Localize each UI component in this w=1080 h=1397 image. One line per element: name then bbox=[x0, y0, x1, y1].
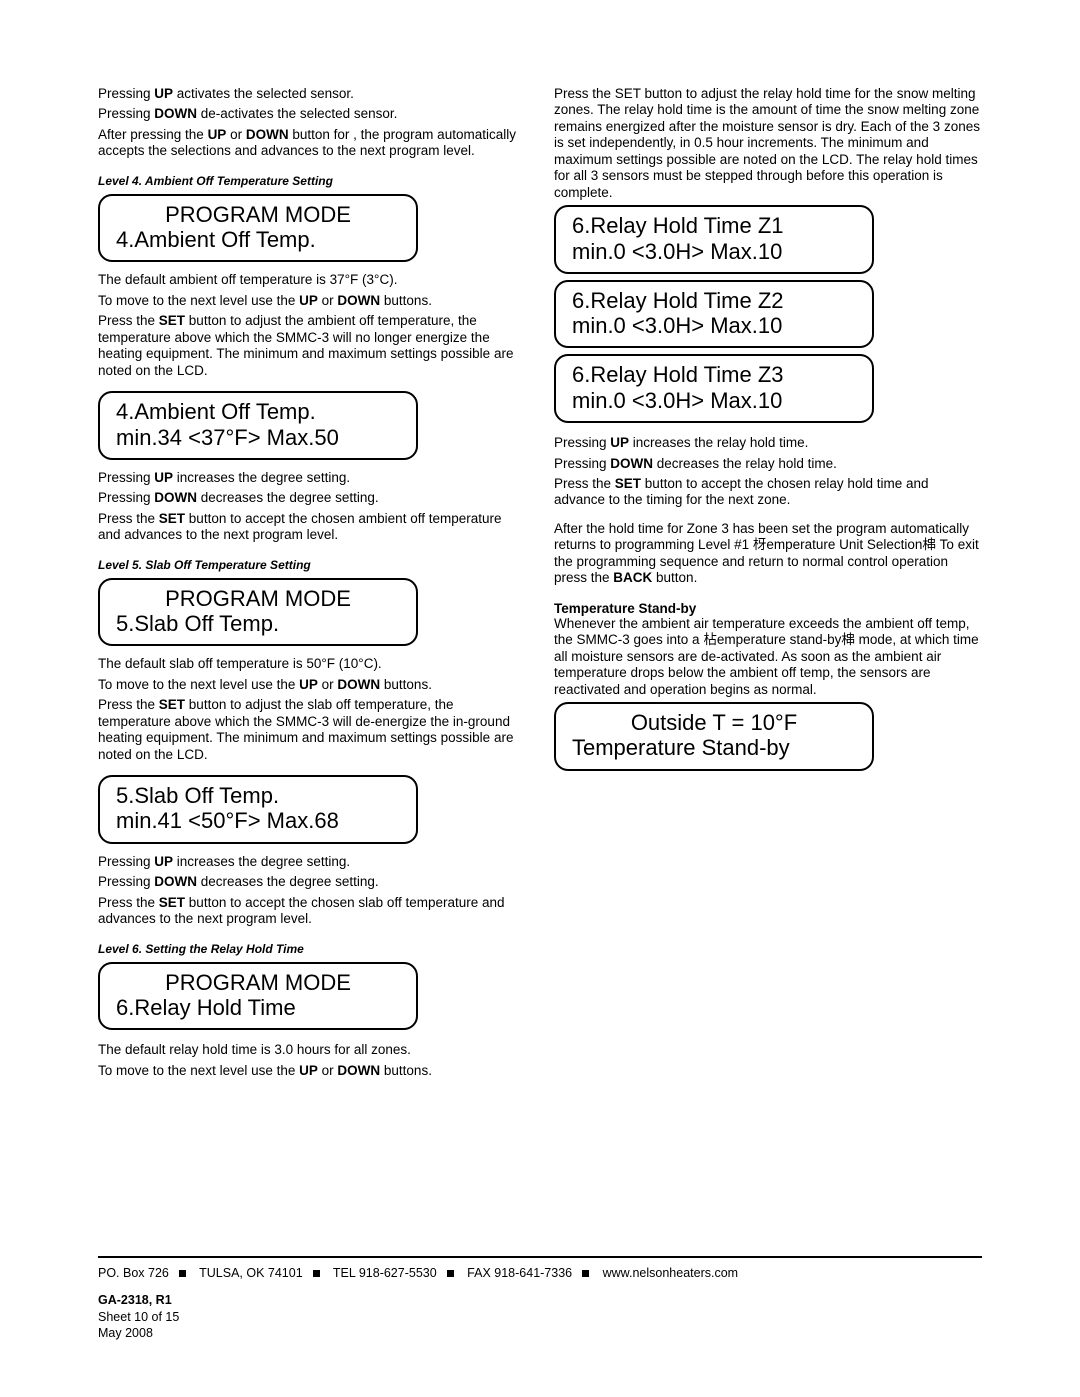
intro-line-2: Pressing DOWN de-activates the selected … bbox=[98, 106, 526, 122]
lcd-level4-mode: PROGRAM MODE 4.Ambient Off Temp. bbox=[98, 194, 418, 263]
lcd-line: PROGRAM MODE bbox=[116, 202, 400, 227]
standby-heading: Temperature Stand-by bbox=[554, 601, 982, 616]
lcd-line: min.0 <3.0H> Max.10 bbox=[572, 388, 856, 413]
standby-para: Whenever the ambient air temperature exc… bbox=[554, 616, 982, 698]
footer-address-4: www.nelsonheaters.com bbox=[603, 1266, 738, 1280]
footer-address-line: PO. Box 726 TULSA, OK 74101 TEL 918-627-… bbox=[98, 1266, 982, 1280]
lcd-standby: Outside T = 10°F Temperature Stand-by bbox=[554, 702, 874, 771]
lcd-level4-value: 4.Ambient Off Temp. min.34 <37°F> Max.50 bbox=[98, 391, 418, 460]
lcd-relay-z2: 6.Relay Hold Time Z2 min.0 <3.0H> Max.10 bbox=[554, 280, 874, 349]
lcd-line: 6.Relay Hold Time Z2 bbox=[572, 288, 856, 313]
intro-line-3: After pressing the UP or DOWN button for… bbox=[98, 127, 526, 160]
lcd-line: 5.Slab Off Temp. bbox=[116, 611, 400, 636]
lcd-line: 6.Relay Hold Time bbox=[116, 995, 400, 1020]
level5-para1-1: The default slab off temperature is 50°F… bbox=[98, 656, 526, 672]
level4-para2-2: Pressing DOWN decreases the degree setti… bbox=[98, 490, 526, 506]
footer-date: May 2008 bbox=[98, 1325, 982, 1341]
lcd-relay-z3: 6.Relay Hold Time Z3 min.0 <3.0H> Max.10 bbox=[554, 354, 874, 423]
footer-sheet: Sheet 10 of 15 bbox=[98, 1309, 982, 1325]
lcd-line: min.34 <37°F> Max.50 bbox=[116, 425, 400, 450]
lcd-line: 6.Relay Hold Time Z1 bbox=[572, 213, 856, 238]
level4-para1-2: To move to the next level use the UP or … bbox=[98, 293, 526, 309]
level4-para1-3: Press the SET button to adjust the ambie… bbox=[98, 313, 526, 379]
lcd-relay-z1: 6.Relay Hold Time Z1 min.0 <3.0H> Max.10 bbox=[554, 205, 874, 274]
level6-heading: Level 6. Setting the Relay Hold Time bbox=[98, 942, 526, 956]
intro-line-1: Pressing UP activates the selected senso… bbox=[98, 86, 526, 102]
level5-para1-2: To move to the next level use the UP or … bbox=[98, 677, 526, 693]
level6-para1-1: The default relay hold time is 3.0 hours… bbox=[98, 1042, 526, 1058]
relay-hold-lcd-stack: 6.Relay Hold Time Z1 min.0 <3.0H> Max.10… bbox=[554, 205, 982, 423]
level5-heading: Level 5. Slab Off Temperature Setting bbox=[98, 558, 526, 572]
lcd-line: PROGRAM MODE bbox=[116, 970, 400, 995]
right-para2-1: After the hold time for Zone 3 has been … bbox=[554, 521, 982, 587]
lcd-level5-mode: PROGRAM MODE 5.Slab Off Temp. bbox=[98, 578, 418, 647]
level5-para1-3: Press the SET button to adjust the slab … bbox=[98, 697, 526, 763]
lcd-line: 4.Ambient Off Temp. bbox=[116, 399, 400, 424]
lcd-line: PROGRAM MODE bbox=[116, 586, 400, 611]
level4-para2-3: Press the SET button to accept the chose… bbox=[98, 511, 526, 544]
level5-para2-1: Pressing UP increases the degree setting… bbox=[98, 854, 526, 870]
footer-doc-id: GA-2318, R1 bbox=[98, 1293, 172, 1307]
page-footer: PO. Box 726 TULSA, OK 74101 TEL 918-627-… bbox=[98, 1256, 982, 1341]
lcd-line: 6.Relay Hold Time Z3 bbox=[572, 362, 856, 387]
footer-address-3: FAX 918-641-7336 bbox=[467, 1266, 572, 1280]
two-column-layout: Pressing UP activates the selected senso… bbox=[98, 86, 982, 1083]
square-bullet-icon bbox=[179, 1270, 186, 1277]
lcd-level5-value: 5.Slab Off Temp. min.41 <50°F> Max.68 bbox=[98, 775, 418, 844]
right-intro: Press the SET button to adjust the relay… bbox=[554, 86, 982, 201]
footer-address-1: TULSA, OK 74101 bbox=[199, 1266, 303, 1280]
lcd-line: Outside T = 10°F bbox=[572, 710, 856, 735]
footer-doc-block: GA-2318, R1 Sheet 10 of 15 May 2008 bbox=[98, 1292, 982, 1341]
right-para1-3: Press the SET button to accept the chose… bbox=[554, 476, 982, 509]
footer-address-0: PO. Box 726 bbox=[98, 1266, 169, 1280]
lcd-level6-mode: PROGRAM MODE 6.Relay Hold Time bbox=[98, 962, 418, 1031]
footer-address-2: TEL 918-627-5530 bbox=[333, 1266, 437, 1280]
level4-para1-1: The default ambient off temperature is 3… bbox=[98, 272, 526, 288]
level5-para2-3: Press the SET button to accept the chose… bbox=[98, 895, 526, 928]
level4-para2-1: Pressing UP increases the degree setting… bbox=[98, 470, 526, 486]
left-column: Pressing UP activates the selected senso… bbox=[98, 86, 526, 1083]
lcd-line: 5.Slab Off Temp. bbox=[116, 783, 400, 808]
lcd-line: Temperature Stand-by bbox=[572, 735, 856, 760]
level5-para2-2: Pressing DOWN decreases the degree setti… bbox=[98, 874, 526, 890]
footer-rule bbox=[98, 1256, 982, 1258]
lcd-line: min.41 <50°F> Max.68 bbox=[116, 808, 400, 833]
square-bullet-icon bbox=[447, 1270, 454, 1277]
square-bullet-icon bbox=[313, 1270, 320, 1277]
lcd-line: min.0 <3.0H> Max.10 bbox=[572, 313, 856, 338]
lcd-line: 4.Ambient Off Temp. bbox=[116, 227, 400, 252]
right-column: Press the SET button to adjust the relay… bbox=[554, 86, 982, 1083]
right-para1-1: Pressing UP increases the relay hold tim… bbox=[554, 435, 982, 451]
right-para1-2: Pressing DOWN decreases the relay hold t… bbox=[554, 456, 982, 472]
level6-para1-2: To move to the next level use the UP or … bbox=[98, 1063, 526, 1079]
square-bullet-icon bbox=[582, 1270, 589, 1277]
lcd-line: min.0 <3.0H> Max.10 bbox=[572, 239, 856, 264]
level4-heading: Level 4. Ambient Off Temperature Setting bbox=[98, 174, 526, 188]
